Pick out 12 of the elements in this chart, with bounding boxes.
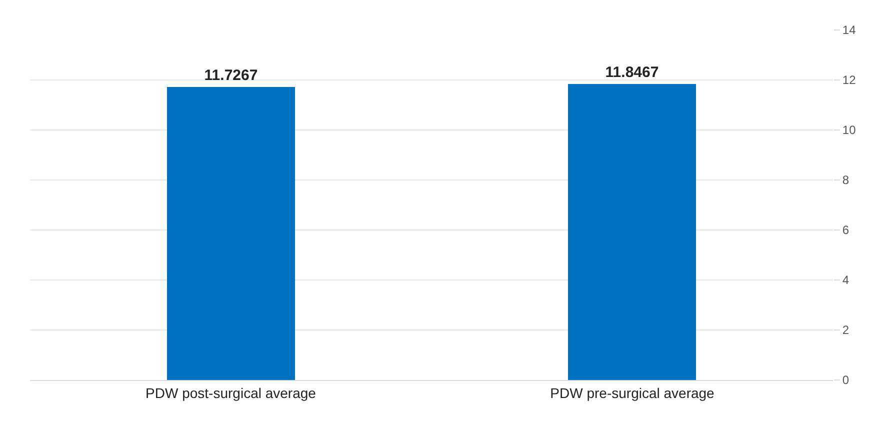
y-tick-label: 8	[842, 173, 850, 188]
y-tick-label: 6	[842, 223, 850, 238]
data-label: 11.8467	[605, 64, 659, 81]
x-tick-label: PDW post-surgical average	[146, 384, 316, 401]
y-tick-label: 10	[842, 123, 856, 138]
x-tick-label: PDW pre-surgical average	[550, 384, 715, 401]
y-tick-label: 4	[842, 273, 850, 288]
y-tick-label: 2	[842, 323, 850, 338]
data-label: 11.7267	[204, 67, 258, 84]
y-tick-label: 12	[842, 73, 856, 88]
y-tick-label: 0	[842, 373, 850, 388]
y-tick-label: 14	[842, 23, 856, 38]
